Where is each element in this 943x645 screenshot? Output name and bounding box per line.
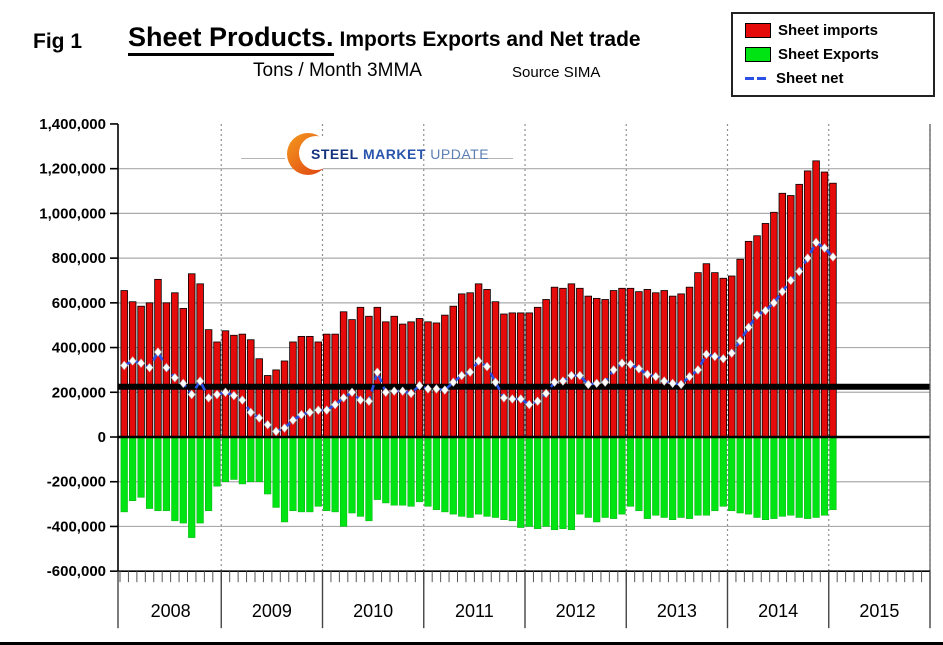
year-label-2012: 2012 bbox=[556, 601, 596, 621]
year-label-2013: 2013 bbox=[657, 601, 697, 621]
year-label-2011: 2011 bbox=[455, 601, 494, 621]
green-swatch-icon bbox=[745, 47, 771, 62]
legend-label-exports: Sheet Exports bbox=[778, 46, 879, 63]
svg-text:200,000: 200,000 bbox=[52, 384, 106, 401]
title-underlined: Sheet Products. bbox=[128, 22, 334, 56]
crescent-icon bbox=[287, 133, 333, 175]
blue-dash-icon bbox=[745, 72, 769, 85]
svg-text:0: 0 bbox=[98, 429, 106, 446]
svg-text:1,200,000: 1,200,000 bbox=[39, 161, 106, 178]
red-swatch-icon bbox=[745, 23, 771, 38]
logo-text: STEEL MARKET UPDATE bbox=[311, 146, 490, 162]
year-label-2014: 2014 bbox=[758, 601, 798, 621]
year-label-2010: 2010 bbox=[353, 601, 393, 621]
svg-text:800,000: 800,000 bbox=[52, 250, 106, 267]
svg-text:1,000,000: 1,000,000 bbox=[39, 205, 106, 222]
steel-market-update-logo: STEEL MARKET UPDATE bbox=[241, 128, 513, 180]
svg-text:600,000: 600,000 bbox=[52, 295, 106, 312]
svg-text:-400,000: -400,000 bbox=[47, 518, 106, 535]
svg-text:1,400,000: 1,400,000 bbox=[39, 116, 106, 133]
legend-item-net: Sheet net bbox=[745, 70, 923, 87]
legend-item-imports: Sheet imports bbox=[745, 22, 923, 39]
svg-text:400,000: 400,000 bbox=[52, 340, 106, 357]
page-title: Sheet Products. Imports Exports and Net t… bbox=[128, 22, 641, 56]
source-label: Source SIMA bbox=[512, 64, 601, 81]
legend-item-exports: Sheet Exports bbox=[745, 46, 923, 63]
figure-number: Fig 1 bbox=[33, 30, 83, 53]
legend-label-net: Sheet net bbox=[776, 70, 844, 87]
svg-text:-200,000: -200,000 bbox=[47, 474, 106, 491]
chart-subtitle: Tons / Month 3MMA bbox=[253, 60, 422, 81]
year-label-2009: 2009 bbox=[252, 601, 292, 621]
svg-text:-600,000: -600,000 bbox=[47, 563, 106, 580]
year-label-2015: 2015 bbox=[859, 601, 899, 621]
title-rest: Imports Exports and Net trade bbox=[339, 28, 641, 51]
legend: Sheet imports Sheet Exports Sheet net bbox=[731, 12, 935, 97]
logo-rule-left bbox=[241, 158, 285, 159]
year-label-2008: 2008 bbox=[151, 601, 191, 621]
legend-label-imports: Sheet imports bbox=[778, 22, 879, 39]
logo-rule-right bbox=[441, 158, 513, 159]
